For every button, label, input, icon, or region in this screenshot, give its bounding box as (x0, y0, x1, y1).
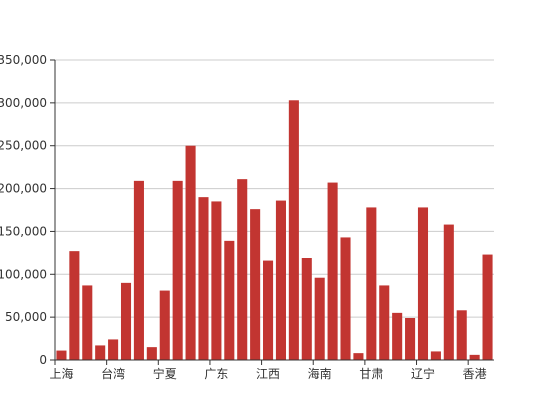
bar[interactable] (146, 347, 157, 360)
bar[interactable] (392, 312, 403, 360)
bar[interactable] (237, 179, 248, 360)
bars (56, 100, 493, 361)
bar[interactable] (120, 282, 132, 360)
bar[interactable] (224, 240, 235, 360)
bar[interactable] (327, 182, 338, 360)
bar[interactable] (301, 258, 312, 360)
bar[interactable] (275, 200, 286, 360)
y-tick-label: 0 (39, 353, 47, 367)
x-category-label: 辽宁 (411, 366, 435, 381)
bar[interactable] (482, 254, 493, 360)
x-category-label: 台湾 (101, 366, 125, 381)
bar[interactable] (133, 180, 144, 360)
bar[interactable] (211, 201, 222, 360)
x-category-label: 海南 (308, 366, 332, 381)
x-category-label: 宁夏 (153, 366, 177, 381)
bar[interactable] (456, 310, 467, 360)
y-tick-label: 300,000 (0, 96, 47, 110)
bar[interactable] (405, 318, 416, 360)
x-category-label: 江西 (256, 367, 280, 381)
bar[interactable] (353, 353, 364, 360)
bar[interactable] (417, 207, 429, 360)
y-tick-label: 200,000 (0, 182, 47, 196)
x-category-label: 香港 (463, 367, 487, 381)
y-tick-label: 50,000 (5, 310, 47, 324)
y-tick-label: 350,000 (0, 53, 47, 67)
bar[interactable] (82, 285, 93, 360)
bar[interactable] (95, 345, 106, 360)
y-tick-label: 100,000 (0, 267, 47, 281)
bar[interactable] (263, 260, 274, 360)
bar[interactable] (443, 224, 454, 360)
y-tick-label: 250,000 (0, 139, 47, 153)
bar[interactable] (366, 207, 377, 360)
bar[interactable] (469, 354, 480, 360)
bar[interactable] (314, 277, 325, 360)
bar[interactable] (69, 251, 80, 360)
bar[interactable] (288, 100, 299, 361)
bar[interactable] (108, 339, 119, 360)
bar[interactable] (159, 290, 170, 360)
x-category-label: 广东 (204, 367, 228, 381)
bar[interactable] (430, 351, 441, 360)
bar[interactable] (185, 145, 196, 360)
x-category-label: 上海 (49, 366, 73, 381)
axis-labels: 0 50,000 100,000 150,000 200,000 250,000 300,0… (0, 53, 487, 381)
x-category-label: 甘肃 (359, 367, 383, 381)
bar[interactable] (172, 180, 183, 360)
bar[interactable] (250, 209, 261, 360)
grid-lines (55, 59, 494, 318)
bar[interactable] (379, 285, 390, 360)
bar[interactable] (198, 197, 209, 360)
axes (50, 59, 494, 365)
bar[interactable] (340, 237, 351, 360)
bar[interactable] (56, 350, 67, 360)
y-tick-label: 150,000 (0, 224, 47, 238)
